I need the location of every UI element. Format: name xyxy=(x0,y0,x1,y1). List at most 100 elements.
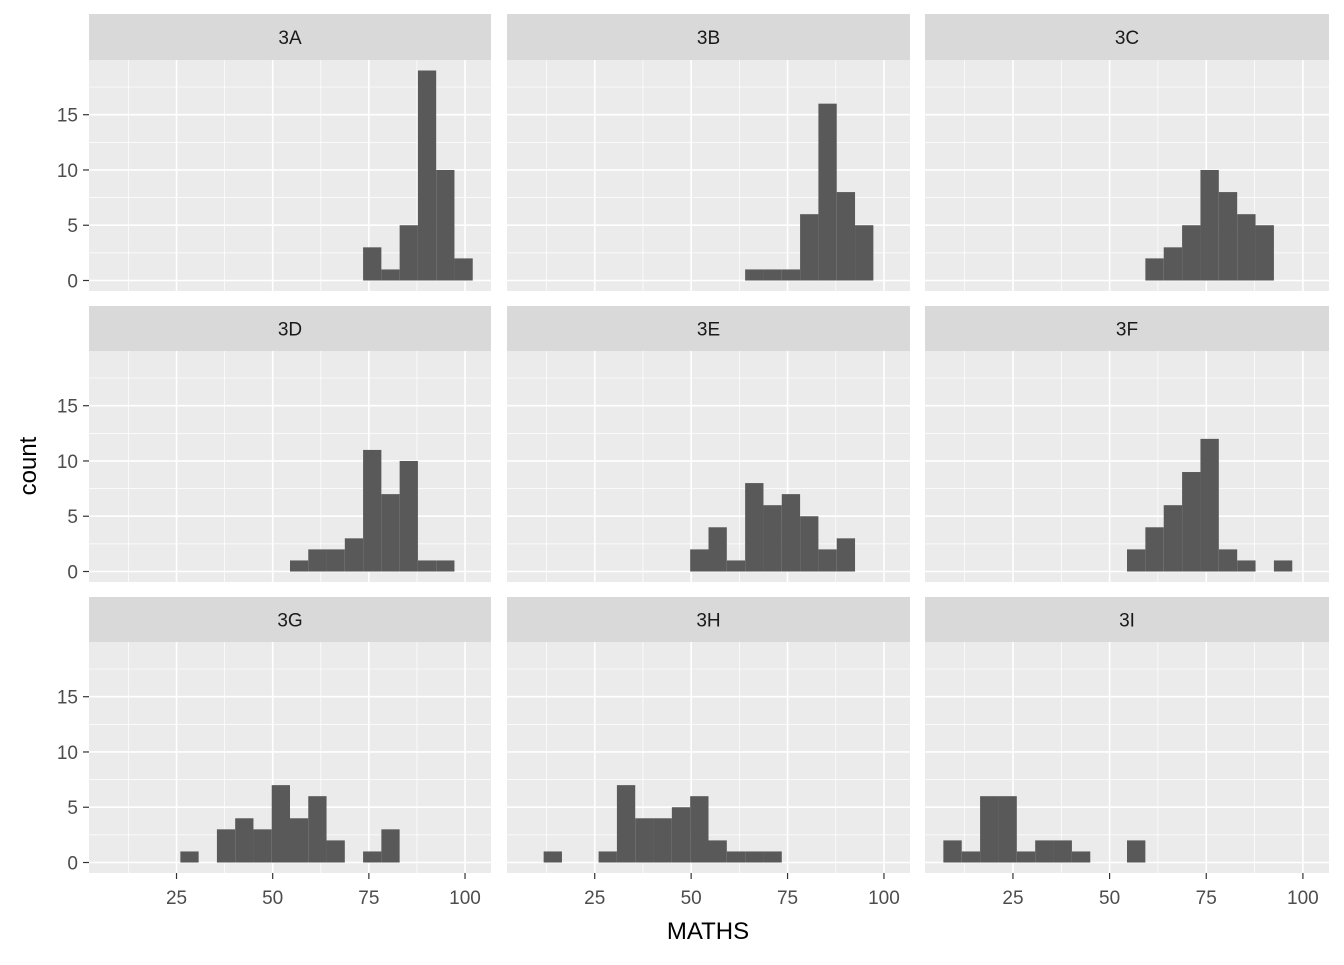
bar xyxy=(235,818,254,863)
bar xyxy=(818,103,837,281)
y-tick-label: 15 xyxy=(57,397,78,418)
strip xyxy=(925,14,1329,60)
bar xyxy=(308,549,327,572)
bar xyxy=(1182,472,1201,572)
y-axis-title: count xyxy=(15,436,42,495)
bar xyxy=(998,796,1017,863)
bar xyxy=(708,840,727,863)
facet-label: 3F xyxy=(1116,320,1138,341)
bar xyxy=(653,818,672,863)
y-tick-label: 0 xyxy=(67,272,78,293)
bar xyxy=(1218,192,1238,281)
bar xyxy=(216,829,236,863)
x-tick-label: 75 xyxy=(777,888,798,909)
bar xyxy=(781,269,801,281)
bar xyxy=(836,192,856,281)
y-tick-label: 15 xyxy=(57,688,78,709)
bar xyxy=(943,840,962,863)
x-tick-label: 100 xyxy=(868,888,900,909)
bar xyxy=(745,269,764,281)
bar xyxy=(180,851,199,863)
strip xyxy=(89,14,491,60)
facet-label: 3I xyxy=(1119,611,1135,632)
bar xyxy=(1145,258,1164,281)
bar xyxy=(961,851,981,863)
strip xyxy=(89,306,491,351)
bar xyxy=(363,851,382,863)
y-tick-label: 10 xyxy=(57,743,78,764)
y-tick-label: 0 xyxy=(67,854,78,875)
bar xyxy=(763,505,782,572)
bar xyxy=(1127,840,1146,863)
x-axis-title: MATHS xyxy=(667,918,749,945)
facet-label: 3D xyxy=(278,320,302,341)
bar xyxy=(980,796,999,863)
facet-label: 3A xyxy=(278,28,302,49)
strip xyxy=(507,14,910,60)
bar xyxy=(417,70,437,281)
facet-label: 3G xyxy=(277,611,302,632)
bar xyxy=(271,785,290,863)
bar xyxy=(253,829,272,863)
y-tick-label: 10 xyxy=(57,452,78,473)
bar xyxy=(436,560,455,572)
bar xyxy=(326,549,345,572)
bar xyxy=(381,829,400,863)
bar xyxy=(326,840,345,863)
y-tick-label: 0 xyxy=(67,563,78,584)
x-tick-label: 50 xyxy=(681,888,702,909)
bar xyxy=(745,851,764,863)
bar xyxy=(1163,505,1183,572)
bar xyxy=(763,851,782,863)
bar xyxy=(635,818,654,863)
y-tick-label: 5 xyxy=(67,216,78,237)
bar xyxy=(1218,549,1238,572)
bar xyxy=(1145,527,1164,572)
bar xyxy=(1237,214,1256,281)
strip xyxy=(507,306,910,351)
bar xyxy=(1273,560,1293,572)
x-tick-label: 50 xyxy=(262,888,283,909)
bar xyxy=(836,538,856,572)
bar xyxy=(818,549,837,572)
bar xyxy=(543,851,562,863)
x-tick-label: 100 xyxy=(449,888,481,909)
bar xyxy=(436,169,455,281)
x-tick-label: 25 xyxy=(1002,888,1023,909)
facet-label: 3C xyxy=(1115,28,1139,49)
bar xyxy=(1200,438,1219,572)
facet-label: 3H xyxy=(696,611,720,632)
bar xyxy=(290,818,309,863)
bar xyxy=(1035,840,1054,863)
panel xyxy=(89,351,491,582)
bar xyxy=(800,516,819,572)
bar xyxy=(344,538,364,572)
bar xyxy=(1053,840,1072,863)
bar xyxy=(745,483,764,572)
bar xyxy=(671,807,691,863)
x-tick-label: 75 xyxy=(1196,888,1217,909)
bar xyxy=(381,494,400,572)
facet-label: 3B xyxy=(697,28,720,49)
bar xyxy=(781,494,801,572)
bar xyxy=(690,549,709,572)
bar xyxy=(363,449,382,572)
facet-label: 3E xyxy=(697,320,720,341)
bar xyxy=(399,225,418,281)
x-tick-label: 75 xyxy=(358,888,379,909)
bar xyxy=(708,527,727,572)
bar xyxy=(1182,225,1201,281)
bar xyxy=(1237,560,1256,572)
bar xyxy=(726,851,746,863)
strip xyxy=(925,306,1329,351)
x-tick-label: 100 xyxy=(1287,888,1319,909)
panel xyxy=(925,351,1329,582)
bar xyxy=(763,269,782,281)
bar xyxy=(454,258,473,281)
bar xyxy=(1163,247,1183,281)
y-tick-label: 5 xyxy=(67,507,78,528)
bar xyxy=(1200,169,1219,281)
x-tick-label: 25 xyxy=(166,888,187,909)
bar xyxy=(290,560,309,572)
